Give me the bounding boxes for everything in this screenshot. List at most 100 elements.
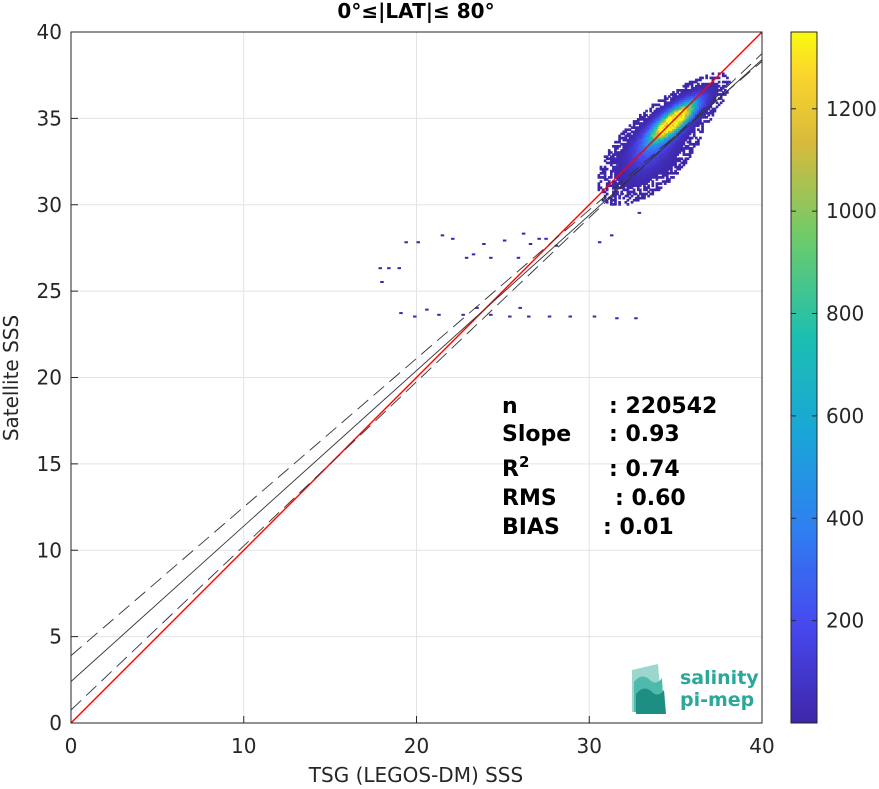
density-cell: [705, 103, 709, 107]
density-cell: [661, 140, 665, 144]
density-cell: [670, 103, 673, 107]
density-cell: [682, 124, 686, 127]
density-cell: [688, 93, 692, 96]
density-cell: [639, 178, 642, 181]
density-cell: [618, 200, 621, 204]
density-cell: [624, 165, 628, 169]
density-cell: [670, 130, 673, 134]
density-cell: [659, 186, 663, 190]
density-cell: [676, 118, 679, 121]
density-cell: [643, 157, 646, 161]
density-cell: [709, 95, 713, 98]
colorbar-tick-label: 800: [826, 302, 864, 326]
density-cell: [620, 178, 624, 181]
density-cell: [643, 174, 646, 177]
density-cell: [661, 176, 665, 179]
density-cell: [665, 171, 669, 175]
density-cell: [628, 151, 632, 154]
density-cell: [655, 113, 659, 117]
density-cell: [653, 118, 657, 121]
density-cell: [694, 80, 698, 84]
density-cell: [701, 93, 704, 96]
density-cell: [674, 122, 677, 125]
density-cell: [630, 142, 634, 146]
density-cell: [661, 174, 665, 177]
sparse-point: [387, 267, 391, 270]
density-cell: [599, 180, 603, 183]
density-cell: [639, 190, 642, 194]
density-cell: [661, 118, 665, 121]
density-cell: [622, 176, 626, 179]
density-cell: [622, 196, 626, 200]
density-cell: [668, 163, 671, 167]
density-cell: [622, 151, 626, 154]
density-cell: [680, 144, 684, 148]
density-cell: [692, 109, 696, 113]
density-cell: [618, 180, 621, 183]
density-cell: [715, 84, 719, 88]
sparse-point: [527, 315, 531, 318]
density-cell: [694, 122, 698, 125]
density-cell: [651, 118, 655, 121]
density-cell: [661, 167, 665, 171]
density-cell: [676, 153, 679, 156]
density-cell: [618, 136, 621, 140]
density-cell: [726, 76, 729, 80]
density-cell: [620, 182, 624, 185]
density-cell: [697, 89, 700, 92]
density-cell: [651, 161, 655, 165]
density-cell: [653, 124, 657, 127]
density-cell: [651, 130, 655, 134]
density-cell: [603, 178, 607, 181]
density-cell: [703, 95, 706, 98]
density-cell: [707, 120, 711, 123]
density-cell: [603, 171, 607, 175]
density-cell: [678, 95, 682, 98]
density-cell: [670, 159, 673, 163]
density-cell: [603, 167, 607, 171]
density-cell: [701, 128, 704, 132]
density-cell: [618, 157, 621, 161]
density-cell: [607, 180, 611, 183]
density-cell: [651, 126, 655, 129]
density-cell: [659, 136, 663, 140]
density-cell: [639, 151, 642, 154]
density-cell: [663, 157, 667, 161]
density-cell: [622, 178, 626, 181]
density-cell: [670, 124, 673, 127]
density-cell: [614, 153, 617, 156]
density-cell: [668, 171, 671, 175]
density-cell: [672, 115, 675, 119]
density-cell: [688, 107, 692, 111]
density-cell: [624, 155, 628, 159]
density-cell: [688, 105, 692, 109]
density-cell: [614, 180, 617, 183]
density-cell: [609, 200, 613, 204]
density-cell: [647, 124, 650, 127]
density-cell: [678, 109, 682, 113]
density-cell: [661, 105, 665, 109]
density-cell: [686, 84, 690, 88]
density-cell: [618, 138, 621, 142]
density-cell: [709, 89, 713, 92]
density-cell: [601, 188, 605, 192]
density-cell: [665, 122, 669, 125]
density-cell: [645, 122, 648, 125]
density-cell: [645, 132, 648, 136]
density-cell: [614, 196, 617, 200]
density-cell: [676, 89, 679, 92]
density-cell: [709, 109, 713, 113]
density-cell: [616, 182, 619, 185]
density-cell: [713, 86, 717, 90]
density-cell: [628, 182, 632, 185]
density-cell: [641, 161, 644, 165]
density-cell: [697, 140, 700, 144]
density-cell: [686, 157, 690, 161]
density-cell: [645, 167, 648, 171]
density-cell: [665, 163, 669, 167]
density-cell: [721, 80, 725, 84]
density-cell: [663, 130, 667, 134]
density-cell: [626, 149, 630, 152]
density-cell: [713, 107, 717, 111]
density-cell: [678, 140, 682, 144]
